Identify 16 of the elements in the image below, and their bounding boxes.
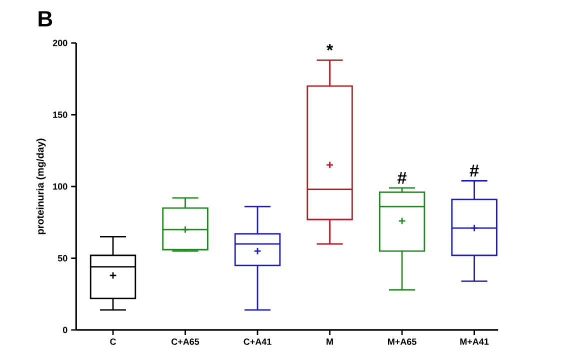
y-tick-label: 50: [58, 255, 68, 262]
y-tick-label: 150: [53, 112, 68, 118]
x-tick-label: M: [326, 338, 333, 345]
annotation: #: [398, 172, 407, 184]
annotation: #: [470, 164, 479, 177]
x-tick-label: C: [110, 338, 116, 345]
y-tick-label: 0: [62, 326, 68, 334]
y-tick-label: 200: [52, 40, 68, 46]
annotation: *: [326, 44, 334, 51]
x-tick-label: M+A41: [460, 338, 489, 345]
chart-title: B: [38, 11, 52, 26]
x-tick-label: M+A65: [388, 338, 416, 345]
y-axis-title: proteinuria (mg/day): [36, 138, 46, 234]
x-tick-label: C+A65: [172, 338, 200, 345]
y-tick-label: 100: [53, 183, 68, 190]
x-tick-label: C+A41: [244, 338, 272, 345]
